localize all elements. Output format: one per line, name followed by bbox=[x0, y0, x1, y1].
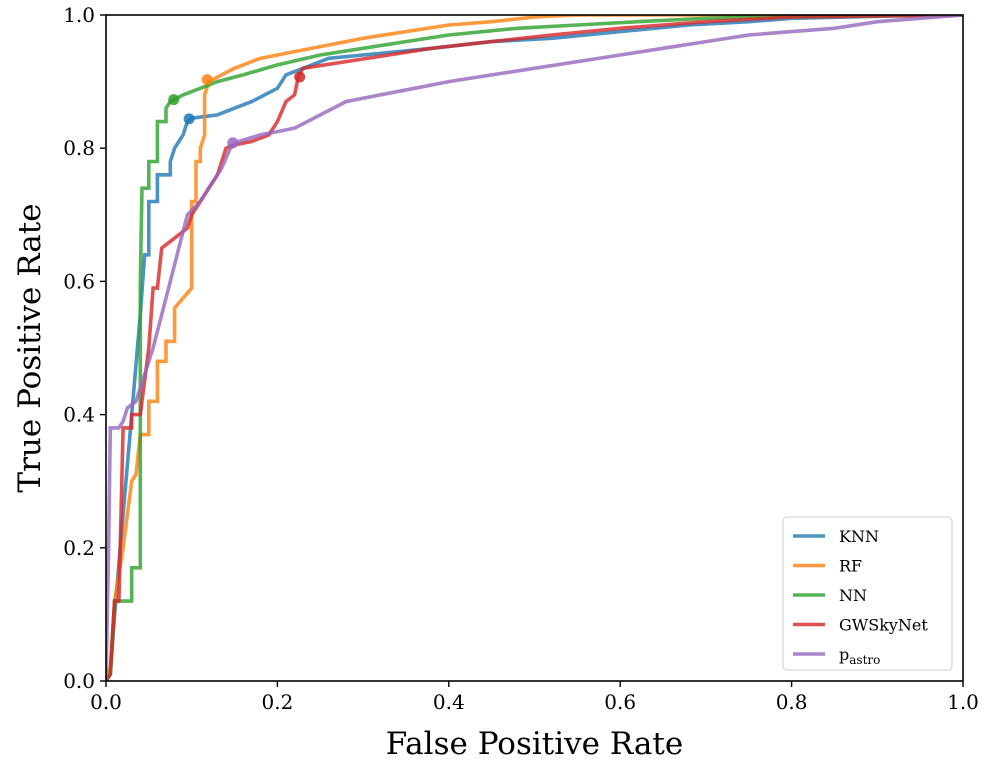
operating-point-rf bbox=[201, 74, 213, 86]
y-tick-label: 1.0 bbox=[63, 3, 95, 27]
operating-point-p-astro bbox=[227, 137, 239, 149]
marker-layer bbox=[168, 71, 306, 149]
x-tick-label: 0.8 bbox=[776, 690, 808, 714]
y-axis-ticks: 0.0 0.2 0.4 0.6 0.8 1.0 bbox=[63, 3, 106, 693]
series-line-p-astro bbox=[106, 15, 963, 681]
legend-label-main: p bbox=[839, 645, 849, 664]
x-tick-label: 1.0 bbox=[947, 690, 979, 714]
legend: KNN RF NN GWSkyNet pastro bbox=[782, 516, 953, 671]
x-tick-label: 0.0 bbox=[90, 690, 122, 714]
x-tick-label: 0.4 bbox=[433, 690, 465, 714]
y-tick-label: 0.6 bbox=[63, 269, 95, 293]
y-tick-label: 0.8 bbox=[63, 136, 95, 160]
operating-point-gwskynet bbox=[294, 71, 306, 83]
legend-label-p-astro: pastro bbox=[839, 645, 880, 667]
y-tick-label: 0.0 bbox=[63, 669, 95, 693]
x-axis-label: False Positive Rate bbox=[386, 726, 683, 762]
legend-label-gwskynet: GWSkyNet bbox=[839, 616, 928, 635]
operating-point-knn bbox=[183, 113, 195, 125]
legend-label-rf: RF bbox=[839, 557, 862, 576]
legend-label-knn: KNN bbox=[839, 527, 879, 546]
plot-frame bbox=[105, 14, 964, 682]
x-axis-ticks: 0.0 0.2 0.4 0.6 0.8 1.0 bbox=[90, 681, 979, 714]
y-tick-label: 0.4 bbox=[63, 403, 95, 427]
legend-box bbox=[782, 516, 953, 671]
x-tick-label: 0.6 bbox=[604, 690, 636, 714]
legend-label-subscript: astro bbox=[849, 653, 880, 667]
x-tick-label: 0.2 bbox=[261, 690, 293, 714]
operating-point-nn bbox=[168, 94, 180, 106]
y-tick-label: 0.2 bbox=[63, 536, 95, 560]
legend-label-nn: NN bbox=[839, 586, 867, 605]
y-axis-label: True Positive Rate bbox=[12, 203, 48, 492]
